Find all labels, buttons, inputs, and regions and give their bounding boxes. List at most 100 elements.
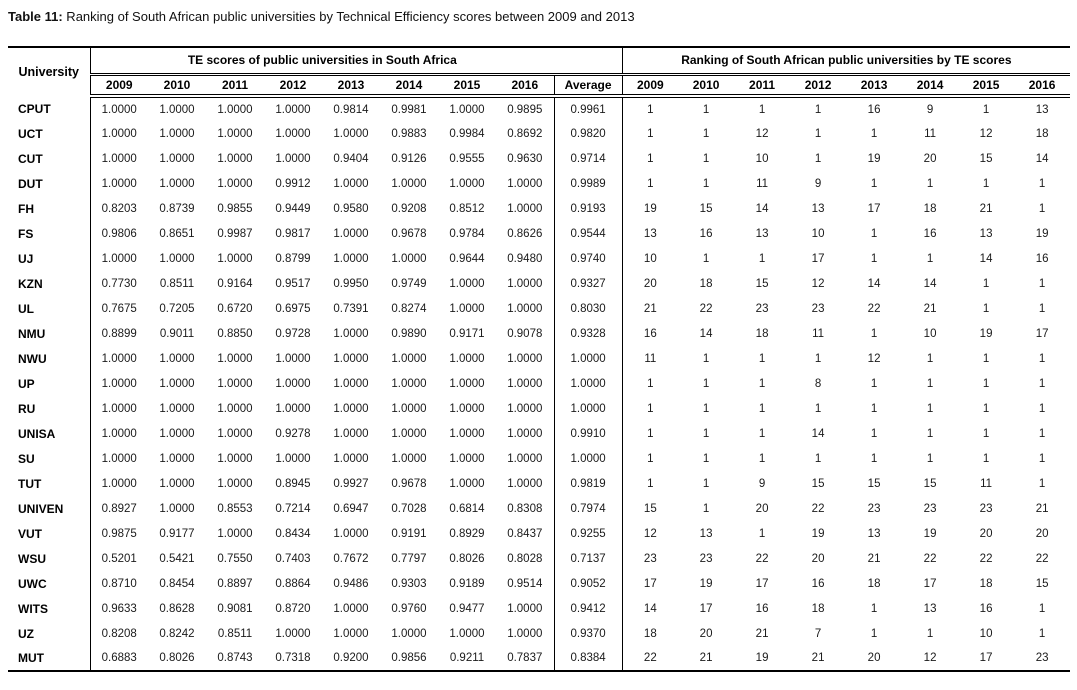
te-score-cell: 1.0000 (217, 352, 253, 365)
te-score-cell: 1.0000 (449, 627, 485, 640)
te-score-cell: 1.0000 (507, 202, 543, 215)
rank-cell: 19 (643, 202, 657, 215)
te-score-cell: 0.9555 (449, 152, 485, 165)
te-score-cell: 1.0000 (217, 103, 253, 116)
average-cell: 0.9989 (553, 171, 623, 196)
te-score-cell: 0.9817 (275, 227, 311, 240)
rank-cell: 20 (811, 552, 825, 565)
te-score-cell: 1.0000 (159, 377, 195, 390)
te-score-cell: 1.0000 (391, 252, 427, 265)
rank-cell: 12 (811, 277, 825, 290)
te-score-cell: 1.0000 (275, 452, 311, 465)
rank-cell: 1 (758, 252, 766, 265)
te-score-cell: 1.0000 (449, 402, 485, 415)
te-score-cell: 1.0000 (101, 402, 137, 415)
table-row: UWC 0.8710 0.8454 0.8897 0.8864 0.9486 0.9303 0… (8, 571, 1070, 596)
te-score-cell: 0.7214 (275, 502, 311, 515)
rank-year-header: 2016 (1014, 74, 1071, 98)
average-cell: 0.9327 (553, 271, 623, 296)
rank-cell: 17 (867, 202, 881, 215)
te-score-cell: 0.8028 (507, 552, 543, 565)
rank-year-header: 2012 (790, 74, 847, 98)
te-score-cell: 0.9678 (391, 227, 427, 240)
te-score-cell: 0.9895 (507, 103, 543, 116)
te-score-cell: 1.0000 (101, 377, 137, 390)
rank-cell: 9 (926, 103, 934, 116)
te-score-cell: 0.9011 (159, 327, 195, 340)
rank-cell: 15 (755, 277, 769, 290)
te-score-cell: 0.8203 (101, 202, 137, 215)
te-score-cell: 0.9189 (449, 577, 485, 590)
rank-cell: 1 (702, 177, 710, 190)
te-score-cell: 0.8208 (101, 627, 137, 640)
rank-cell: 18 (1035, 127, 1049, 140)
te-score-cell: 0.9890 (391, 327, 427, 340)
rank-cell: 1 (926, 427, 934, 440)
rank-cell: 23 (979, 502, 993, 515)
te-score-cell: 1.0000 (449, 177, 485, 190)
rank-cell: 17 (755, 577, 769, 590)
rank-cell: 23 (923, 502, 937, 515)
rank-year-header: 2014 (902, 74, 959, 98)
rank-cell: 1 (702, 103, 710, 116)
rank-cell: 17 (643, 577, 657, 590)
rank-cell: 17 (811, 252, 825, 265)
te-year-header: 2009 (90, 74, 148, 98)
te-score-cell: 0.9449 (275, 202, 311, 215)
rank-cell: 11 (812, 327, 825, 340)
rank-cell: 21 (811, 652, 825, 664)
te-score-cell: 1.0000 (449, 277, 485, 290)
rank-cell: 15 (867, 477, 881, 490)
rank-cell: 1 (758, 377, 766, 390)
te-score-cell: 1.0000 (449, 103, 485, 116)
te-score-cell: 1.0000 (391, 627, 427, 640)
rank-cell: 19 (699, 577, 713, 590)
rank-cell: 1 (702, 152, 710, 165)
table-row: WSU 0.5201 0.5421 0.7550 0.7403 0.7672 0.7797 0… (8, 546, 1070, 571)
rank-cell: 1 (702, 377, 710, 390)
average-header-spacer (554, 47, 623, 76)
rank-cell: 14 (979, 252, 993, 265)
rank-cell: 19 (979, 327, 993, 340)
table-row: DUT 1.0000 1.0000 1.0000 0.9912 1.0000 1.0000 1… (8, 171, 1070, 196)
te-score-cell: 0.9191 (391, 527, 427, 540)
table-row: UCT 1.0000 1.0000 1.0000 1.0000 1.0000 0.9883 0… (8, 121, 1070, 146)
te-score-cell: 1.0000 (275, 377, 311, 390)
group-header-ranking: Ranking of South African public universi… (622, 47, 1071, 76)
rank-cell: 12 (755, 127, 769, 140)
te-score-cell: 1.0000 (275, 127, 311, 140)
rank-cell: 16 (643, 327, 657, 340)
rank-cell: 1 (982, 352, 990, 365)
te-score-cell: 0.9981 (391, 103, 427, 116)
rank-cell: 15 (699, 202, 713, 215)
te-score-cell: 0.9630 (507, 152, 543, 165)
rank-cell: 1 (1038, 177, 1046, 190)
te-score-cell: 0.7403 (275, 552, 311, 565)
te-score-cell: 0.9806 (101, 227, 137, 240)
university-cell: TUT (8, 471, 91, 496)
table-row: UP 1.0000 1.0000 1.0000 1.0000 1.0000 1.0000 1.… (8, 371, 1070, 396)
table-row: NWU 1.0000 1.0000 1.0000 1.0000 1.0000 1.0000 1… (8, 346, 1070, 371)
te-score-cell: 1.0000 (217, 427, 253, 440)
te-score-cell: 0.8454 (159, 577, 195, 590)
te-score-cell: 1.0000 (333, 402, 369, 415)
te-score-cell: 1.0000 (159, 252, 195, 265)
te-score-cell: 0.9855 (217, 202, 253, 215)
average-cell: 0.8030 (553, 296, 623, 321)
te-score-cell: 0.7837 (507, 652, 543, 664)
rank-cell: 19 (1035, 227, 1049, 240)
te-score-cell: 0.8026 (449, 552, 485, 565)
te-score-cell: 1.0000 (101, 103, 137, 116)
te-score-cell: 1.0000 (391, 377, 427, 390)
te-score-cell: 0.8511 (159, 277, 195, 290)
rank-cell: 23 (1035, 652, 1049, 664)
te-score-cell: 1.0000 (159, 427, 195, 440)
te-score-cell: 0.9950 (333, 277, 369, 290)
average-cell: 0.9255 (553, 521, 623, 546)
rank-cell: 1 (870, 427, 878, 440)
rank-cell: 1 (702, 127, 710, 140)
rank-cell: 1 (758, 527, 766, 540)
rank-cell: 21 (1035, 502, 1049, 515)
rank-cell: 12 (643, 527, 657, 540)
university-cell: KZN (8, 271, 91, 296)
